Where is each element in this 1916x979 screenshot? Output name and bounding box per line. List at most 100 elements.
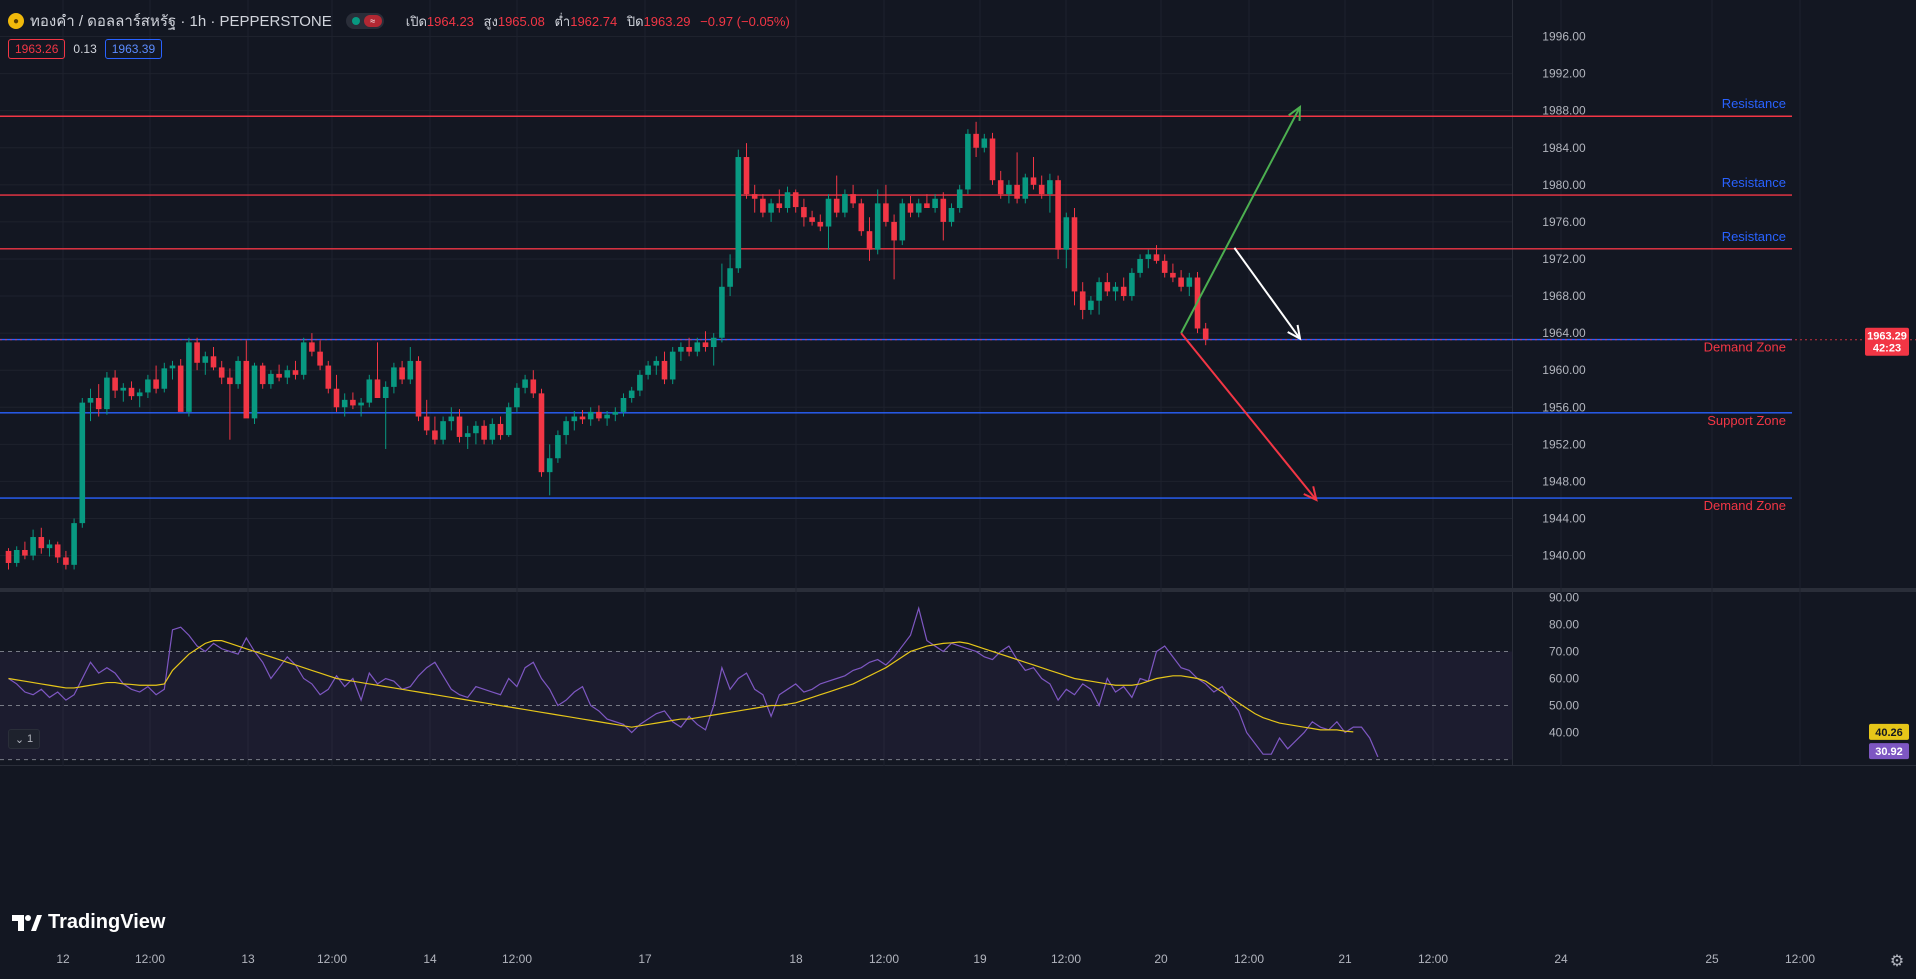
spread-value: 0.13: [73, 42, 97, 56]
candle-body: [489, 423, 496, 440]
candle-body: [1129, 272, 1135, 297]
candle-body: [374, 379, 381, 398]
price-axis[interactable]: 1996.00 1992.00 1988.00 1984.00 1980.00 1976.…: [1542, 30, 1909, 760]
high-value: 1965.08: [497, 13, 545, 29]
candle-body: [530, 379, 537, 394]
current-price-badge: [1865, 327, 1909, 356]
indicator-collapse-button[interactable]: ⌄ 1: [8, 729, 40, 749]
candle-body: [341, 399, 348, 408]
candle-body: [669, 351, 676, 380]
candle-body: [760, 198, 766, 213]
time-tick-label: 12: [56, 952, 70, 966]
candle-body: [399, 367, 405, 380]
price-tick-label: 1996.00: [1542, 30, 1586, 44]
candle-body: [358, 402, 364, 406]
ohlc-readout: เปิด1964.23 สูง1965.08 ต่ำ1962.74 ปิด196…: [400, 11, 790, 32]
projection-arrow: [1180, 106, 1301, 334]
tradingview-logo[interactable]: TradingView: [12, 911, 165, 934]
candle-body: [850, 194, 856, 204]
candle-body: [169, 365, 176, 369]
candle-body: [415, 360, 422, 417]
candle-body: [423, 416, 430, 431]
candle-body: [891, 221, 897, 241]
candle-body: [464, 433, 471, 437]
candle-body: [1014, 184, 1020, 199]
indicator-count: 1: [27, 733, 34, 745]
brand-name: TradingView: [48, 911, 166, 933]
candle-body: [284, 370, 291, 378]
candle-body: [645, 365, 651, 375]
candle-body: [1186, 277, 1193, 287]
low-label: ต่ำ: [554, 13, 571, 29]
candle-body: [571, 416, 578, 422]
symbol-header[interactable]: ● ทองคำ / ดอลลาร์สหรัฐ · 1h · PEPPERSTON…: [8, 11, 790, 31]
price-tick-label: 1968.00: [1542, 289, 1586, 303]
rsi-ma-line: [8, 640, 1354, 733]
candle-body: [1088, 300, 1094, 310]
buy-button[interactable]: 1963.39: [104, 39, 163, 59]
market-open-icon: [351, 17, 360, 25]
rsi-band-fill: [0, 651, 1512, 760]
projection-arrows: [1180, 104, 1318, 502]
market-status-toggle[interactable]: ≈: [345, 13, 384, 29]
candle-body: [505, 407, 512, 436]
candle-body: [71, 523, 77, 565]
time-tick-label: 12:00: [1785, 952, 1815, 966]
candle-body: [325, 365, 332, 389]
time-tick-label: 18: [789, 952, 803, 966]
candle-body: [243, 360, 250, 419]
candle-body: [87, 398, 94, 403]
candle-body: [120, 387, 127, 391]
price-tick-label: 1960.00: [1542, 363, 1586, 377]
candle-body: [497, 423, 504, 436]
symbol-title[interactable]: ทองคำ / ดอลลาร์สหรัฐ · 1h · PEPPERSTONE: [30, 13, 332, 30]
level-label: Support Zone: [1707, 413, 1786, 428]
candle-body: [407, 360, 414, 380]
price-tick-label: 1948.00: [1542, 474, 1586, 488]
candle-body: [1022, 177, 1029, 199]
candle-body: [965, 133, 971, 190]
time-tick-label: 12:00: [135, 952, 165, 966]
candle-body: [866, 231, 873, 250]
projection-arrow: [1233, 247, 1301, 340]
candle-body: [686, 347, 692, 352]
price-tick-label: 1940.00: [1542, 549, 1586, 563]
stream-icon: ≈: [363, 15, 382, 27]
candle-body: [997, 180, 1004, 195]
candle-body: [743, 157, 750, 195]
candle-body: [1030, 177, 1037, 185]
gear-icon[interactable]: ⚙: [1889, 953, 1905, 970]
open-label: เปิด: [405, 13, 427, 29]
projection-arrow: [1180, 332, 1318, 501]
candle-body: [1006, 184, 1012, 195]
rsi-pane: [0, 605, 1512, 761]
candle-body: [710, 337, 717, 348]
candles: [5, 121, 1209, 570]
candle-body: [1038, 184, 1045, 195]
candle-body: [259, 365, 266, 385]
candle-body: [702, 342, 709, 348]
time-axis[interactable]: 12 12:00 13 12:00 14 12:00 17 18 12:00 19 12:00 20 1…: [56, 952, 1815, 966]
candle-body: [22, 550, 28, 556]
time-tick-label: 12:00: [1234, 952, 1264, 966]
candle-body: [833, 198, 840, 213]
candle-body: [678, 347, 684, 352]
time-tick-label: 17: [638, 952, 652, 966]
candle-body: [825, 198, 832, 227]
candle-body: [948, 208, 955, 222]
candle-body: [1120, 286, 1127, 297]
candle-body: [46, 544, 53, 549]
time-tick-label: 12:00: [502, 952, 532, 966]
candle-body: [858, 203, 865, 232]
low-value: 1962.74: [570, 13, 618, 29]
price-tick-label: 1984.00: [1542, 141, 1586, 155]
candle-body: [768, 203, 774, 213]
sell-button[interactable]: 1963.26: [8, 39, 66, 59]
candle-body: [227, 377, 233, 385]
candle-body: [1145, 254, 1152, 259]
time-tick-label: 12:00: [869, 952, 899, 966]
candle-body: [210, 356, 217, 368]
price-levels: Resistance Resistance Resistance Demand Zon…: [0, 96, 1916, 513]
candle-body: [694, 342, 701, 352]
